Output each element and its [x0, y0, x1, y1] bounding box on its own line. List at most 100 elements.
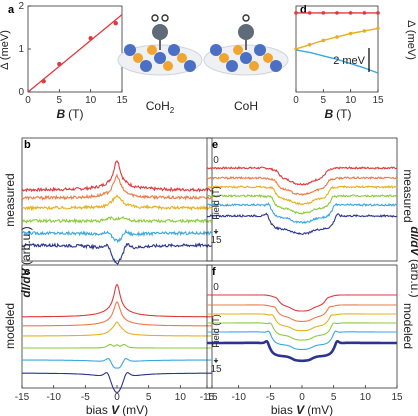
- shared-ylabel-left: dI/dV (arb.u.): [19, 226, 33, 297]
- molecule-atom-orange: [233, 45, 243, 55]
- panel-d-ticks: 0 5 10 15: [293, 89, 384, 106]
- spectrum-series-line: [22, 283, 212, 318]
- spectrum-series-line: [207, 330, 397, 350]
- field-axis-label: Field (T): [211, 314, 221, 348]
- molecule-left-label: CoH2: [146, 99, 175, 115]
- shared-ylabel-left-main: dI/dV: [19, 267, 33, 297]
- panel-d-point: [362, 29, 367, 33]
- panel-a-ytick-label: 2: [18, 1, 24, 12]
- panel-e-chart: measured 0 15 Field (T): [206, 137, 415, 262]
- panel-d-xtick-label: 0: [293, 95, 299, 106]
- molecule-left-text: CoH: [146, 99, 170, 113]
- spectrum-series-line: [22, 358, 212, 369]
- panel-c-ylabel: modeled: [3, 303, 17, 349]
- molecule-atom-blue: [124, 44, 136, 56]
- spectrum-series-line: [206, 175, 398, 197]
- spectrum-series-line: [206, 185, 398, 206]
- panel-d-chart: 0 5 10 15 2 meV Δ (meV) B (T): [293, 5, 417, 121]
- spectrum-series-line: [21, 242, 213, 265]
- panel-letter-d: d: [300, 4, 307, 16]
- panel-letter-a: a: [8, 4, 15, 16]
- spectrum-series-line: [22, 301, 212, 327]
- panel-d-ylabel: Δ (meV): [405, 20, 417, 60]
- panel-c-xtick-label: 0: [114, 392, 120, 403]
- molecule-cobalt-atom: [152, 24, 168, 40]
- panel-d-point: [335, 35, 339, 39]
- field-arrow-head: [213, 231, 219, 234]
- panel-c-xtick-label: 15: [206, 392, 218, 403]
- panel-a-xtick-label: 5: [57, 95, 63, 106]
- panel-d-point: [348, 11, 353, 15]
- panel-f-xlabel-symbol: V: [296, 403, 305, 416]
- molecule-hydrogen-atom: [151, 14, 159, 22]
- spectrum-series-line: [21, 215, 213, 225]
- panel-f-xtick-label: 15: [391, 392, 403, 403]
- panel-d-xtick-label: 5: [321, 95, 327, 106]
- molecule-atom-orange: [177, 53, 187, 63]
- panel-d-xlabel: B (T): [325, 107, 352, 121]
- panel-d-point: [321, 38, 326, 43]
- spectrum-series-line: [21, 159, 213, 193]
- molecule-atom-orange: [133, 53, 143, 63]
- panel-d-point: [362, 11, 367, 15]
- panel-a-ticks: 0 5 10 15 0 1 2: [18, 1, 128, 106]
- field-end-label: 15: [210, 364, 222, 375]
- panel-e-ylabel: measured: [401, 169, 415, 222]
- panel-c-xtick-label: 5: [146, 392, 152, 403]
- panel-f-ylabel: modeled: [401, 303, 415, 349]
- panel-a-ytick-label: 1: [18, 44, 24, 55]
- panel-f-xtick-label: -15: [200, 392, 215, 403]
- molecule-atom-blue: [254, 44, 266, 56]
- molecule-atom-blue: [210, 44, 222, 56]
- molecule-atom-blue: [154, 52, 166, 64]
- panel-a-xlabel-unit: (T): [68, 107, 83, 121]
- panel-d-point: [376, 11, 380, 15]
- panel-a-marks: [27, 14, 123, 93]
- panel-f-xtick-label: 5: [331, 392, 337, 403]
- panel-a-xtick-label: 10: [85, 95, 97, 106]
- panel-a-frame: [27, 5, 123, 93]
- spectrum-series-line: [22, 343, 212, 349]
- panel-f-field-indicator: 0 15 Field (T): [210, 282, 222, 375]
- spectrum-series-line: [206, 166, 398, 186]
- molecule-atom-orange: [249, 61, 259, 71]
- panel-d-point: [307, 42, 312, 47]
- shared-ylabel-right-main: dI/dV: [408, 226, 418, 256]
- spectrum-series-line: [22, 372, 212, 394]
- molecule-atom-blue: [184, 60, 196, 72]
- panel-d-point: [335, 11, 339, 15]
- panel-d-point: [294, 11, 298, 15]
- field-axis-label: Field (T): [211, 186, 221, 220]
- panel-a-point: [113, 21, 118, 26]
- panel-letter-b: b: [24, 139, 31, 151]
- panel-c-xtick-label: -15: [15, 392, 30, 403]
- field-arrow-head: [213, 360, 219, 363]
- panel-f-frame: [206, 264, 398, 389]
- field-end-label: 15: [210, 235, 222, 246]
- panel-letter-e: e: [212, 139, 218, 151]
- field-start-label: 0: [213, 155, 219, 166]
- panel-a-point: [41, 79, 46, 84]
- panel-f-xtick-label: 10: [360, 392, 372, 403]
- spectrum-series-line: [207, 313, 397, 332]
- molecule-atom-blue: [270, 60, 282, 72]
- panel-c-xtick-label: -5: [81, 392, 90, 403]
- spectrum-series-line: [207, 339, 397, 363]
- spectrum-series-line: [21, 228, 213, 244]
- panel-d-marks: [294, 11, 380, 74]
- panel-c-xlabel-prefix: bias: [86, 403, 111, 416]
- molecule-coh-illustration: [203, 14, 289, 76]
- molecule-atom-blue: [240, 52, 252, 64]
- spectrum-series-line: [206, 212, 398, 236]
- panel-e-frame: [206, 137, 398, 262]
- spectrum-series-line: [207, 322, 397, 341]
- panel-letter-f: f: [212, 266, 216, 278]
- panel-d-point: [348, 31, 353, 36]
- molecule-atom-orange: [163, 61, 173, 71]
- spectrum-series-line: [207, 304, 397, 322]
- panel-a-chart: 0 5 10 15 0 1 2 Δ (meV) B (T): [0, 1, 128, 121]
- panel-a-ytick-label: 0: [18, 87, 24, 98]
- panel-d-point: [321, 11, 326, 15]
- panel-a-xlabel-symbol: B: [57, 107, 66, 121]
